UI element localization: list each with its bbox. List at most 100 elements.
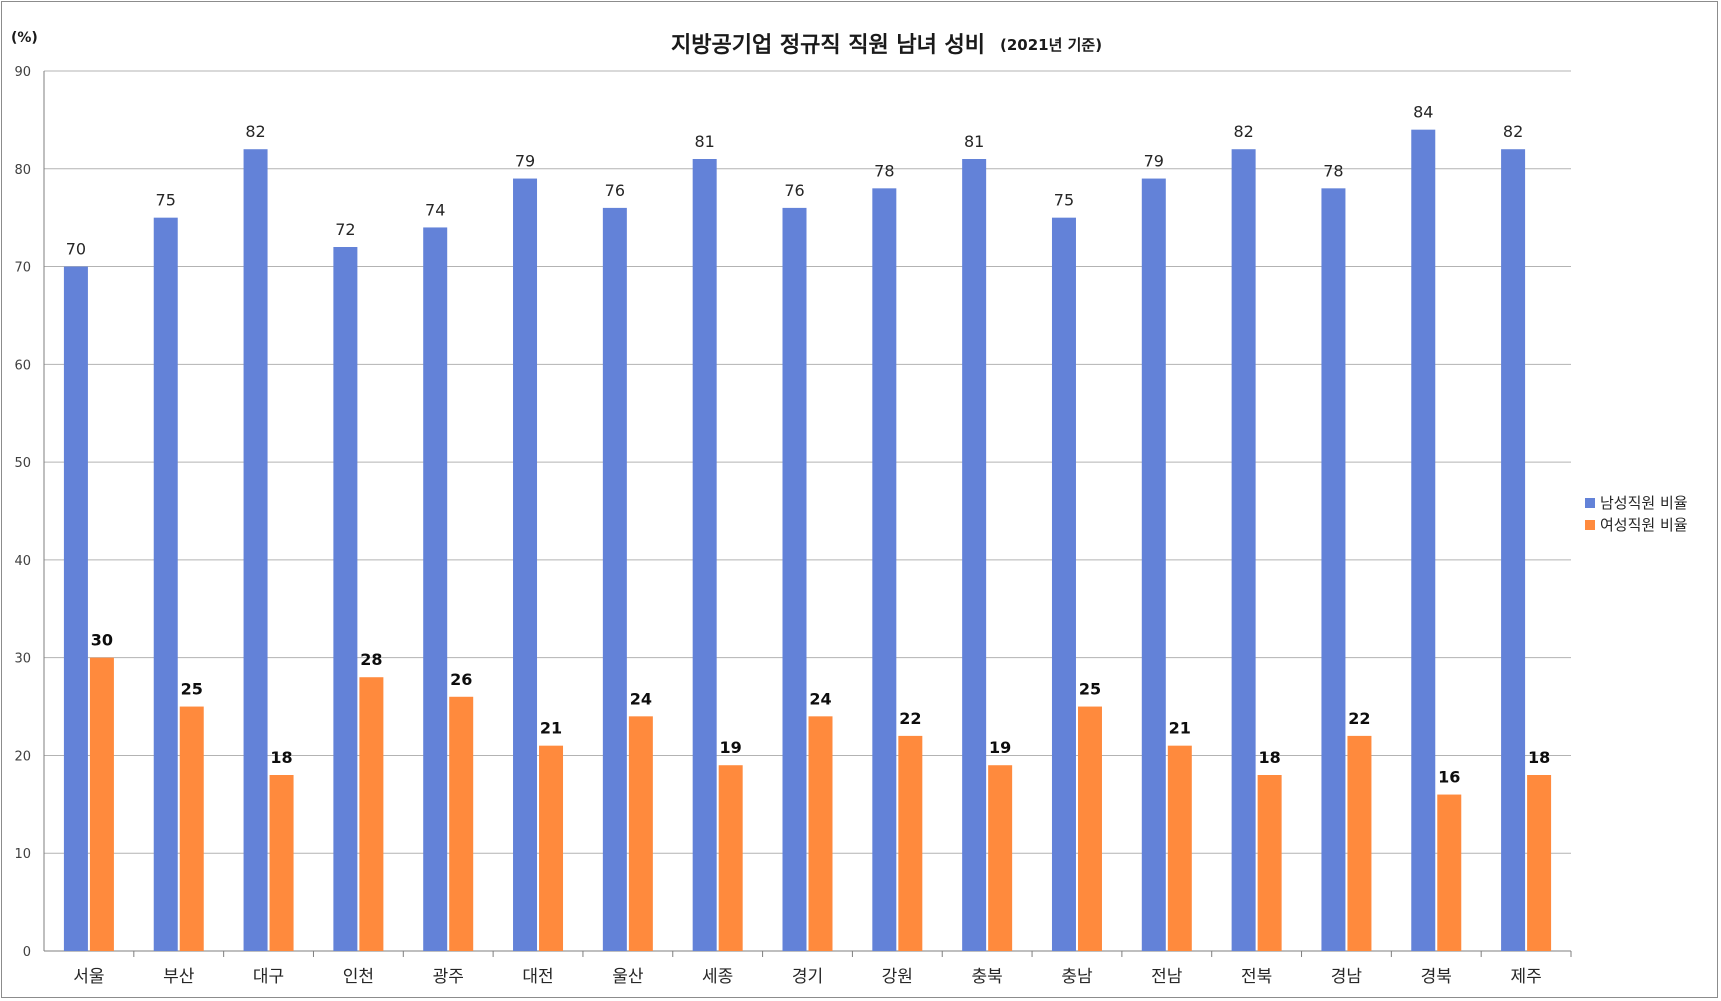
- bar-female: [269, 775, 294, 951]
- x-tick-label: 부산: [163, 967, 195, 987]
- legend-label: 여성직원 비율: [1600, 516, 1688, 534]
- y-tick-label: 0: [23, 945, 31, 960]
- data-label-male: 81: [964, 132, 984, 151]
- bar-female: [1347, 735, 1372, 951]
- data-label-male: 78: [1323, 161, 1343, 180]
- bar-female: [179, 706, 204, 951]
- bar-male: [962, 159, 987, 951]
- data-label-male: 78: [874, 161, 894, 180]
- legend-swatch: [1585, 520, 1595, 530]
- data-label-male: 79: [1144, 152, 1164, 171]
- data-label-female: 25: [1079, 680, 1101, 699]
- y-tick-label: 20: [14, 749, 31, 764]
- bar-male: [782, 207, 807, 951]
- y-tick-label: 30: [14, 652, 31, 667]
- legend-swatch: [1585, 498, 1595, 508]
- x-tick-label: 충남: [1061, 967, 1093, 987]
- y-axis-ticks: 0 10 20 30 40 50 60 70 80 90: [14, 65, 31, 960]
- legend-label: 남성직원 비율: [1600, 494, 1688, 512]
- data-label-female: 19: [720, 738, 742, 757]
- chart-title: 지방공기업 정규직 직원 남녀 성비: [671, 33, 985, 58]
- y-tick-label: 70: [14, 261, 31, 276]
- x-tick-label: 경북: [1421, 967, 1452, 987]
- x-tick-label: 전북: [1241, 967, 1272, 987]
- data-label-female: 19: [989, 738, 1011, 757]
- data-label-male: 75: [156, 191, 176, 210]
- bar-male: [602, 207, 627, 951]
- data-label-male: 84: [1413, 103, 1433, 122]
- data-label-female: 24: [809, 689, 831, 708]
- data-label-female: 24: [630, 689, 652, 708]
- data-label-female: 26: [450, 670, 472, 689]
- bar-female: [718, 765, 743, 951]
- bar-female: [1077, 706, 1102, 951]
- x-tick-label: 충북: [972, 967, 1003, 987]
- bar-male: [1141, 178, 1166, 952]
- data-label-female: 28: [360, 650, 382, 669]
- bar-female: [898, 735, 923, 951]
- x-tick-label: 전남: [1151, 967, 1183, 987]
- bar-female: [988, 765, 1013, 951]
- data-label-male: 72: [335, 220, 355, 239]
- data-label-male: 81: [694, 132, 714, 151]
- bar-female: [449, 696, 474, 951]
- bar-male: [333, 247, 358, 951]
- y-tick-label: 50: [14, 456, 31, 471]
- data-label-female: 22: [1348, 709, 1370, 728]
- bar-male: [692, 159, 717, 951]
- data-label-female: 16: [1438, 768, 1460, 787]
- chart-subtitle: (2021년 기준): [1000, 36, 1102, 54]
- x-tick-label: 강원: [882, 967, 913, 987]
- data-labels: 70 30 75 25 82 18 72 28 74 26 79 21 76 24 81 19 76 24 78 22…: [66, 103, 1550, 787]
- gridlines: [44, 70, 1571, 952]
- bar-female: [539, 745, 564, 951]
- data-label-female: 18: [270, 748, 292, 767]
- x-tick-label: 대구: [253, 967, 284, 987]
- data-label-female: 21: [1169, 719, 1191, 738]
- bar-female: [1437, 794, 1462, 951]
- bar-male: [1321, 188, 1346, 952]
- x-tick-label: 세종: [702, 967, 733, 987]
- data-label-female: 18: [1258, 748, 1280, 767]
- x-tick-label: 인천: [343, 967, 374, 987]
- data-label-male: 75: [1054, 191, 1074, 210]
- bar-female: [359, 677, 384, 951]
- bar-female: [1527, 775, 1552, 951]
- x-tick-label: 광주: [433, 967, 464, 987]
- x-tick-label: 제주: [1510, 967, 1541, 987]
- x-tick-label: 경남: [1331, 967, 1363, 987]
- y-tick-label: 80: [14, 163, 31, 178]
- bar-male: [243, 149, 268, 951]
- data-label-male: 70: [66, 240, 86, 259]
- x-tick-label: 서울: [73, 967, 104, 987]
- bar-male: [153, 217, 178, 951]
- data-label-male: 79: [515, 152, 535, 171]
- bar-male: [1231, 149, 1256, 951]
- bar-male: [872, 188, 897, 952]
- data-label-female: 21: [540, 719, 562, 738]
- data-label-female: 25: [181, 680, 203, 699]
- bar-female: [1167, 745, 1192, 951]
- data-label-male: 76: [784, 181, 804, 200]
- bar-female: [808, 716, 833, 951]
- y-tick-label: 10: [14, 847, 31, 862]
- bar-male: [63, 266, 88, 951]
- y-axis-unit: (%): [11, 30, 38, 46]
- bar-male: [1051, 217, 1076, 951]
- y-tick-label: 40: [14, 554, 31, 569]
- data-label-male: 74: [425, 200, 445, 219]
- data-label-male: 82: [245, 122, 265, 141]
- data-label-male: 82: [1503, 122, 1523, 141]
- data-label-male: 76: [605, 181, 625, 200]
- bar-female: [1257, 775, 1282, 951]
- bars: [63, 129, 1552, 952]
- x-axis: 서울 부산 대구 인천 광주 대전 울산 세종 경기 강원 충북 충남 전남 전북 경남 경북 제주: [43, 71, 1572, 987]
- bar-male: [1501, 149, 1526, 951]
- x-tick-label: 경기: [792, 967, 823, 987]
- data-label-female: 18: [1528, 748, 1550, 767]
- bar-male: [423, 227, 448, 951]
- data-label-male: 82: [1233, 122, 1253, 141]
- bar-male: [513, 178, 538, 952]
